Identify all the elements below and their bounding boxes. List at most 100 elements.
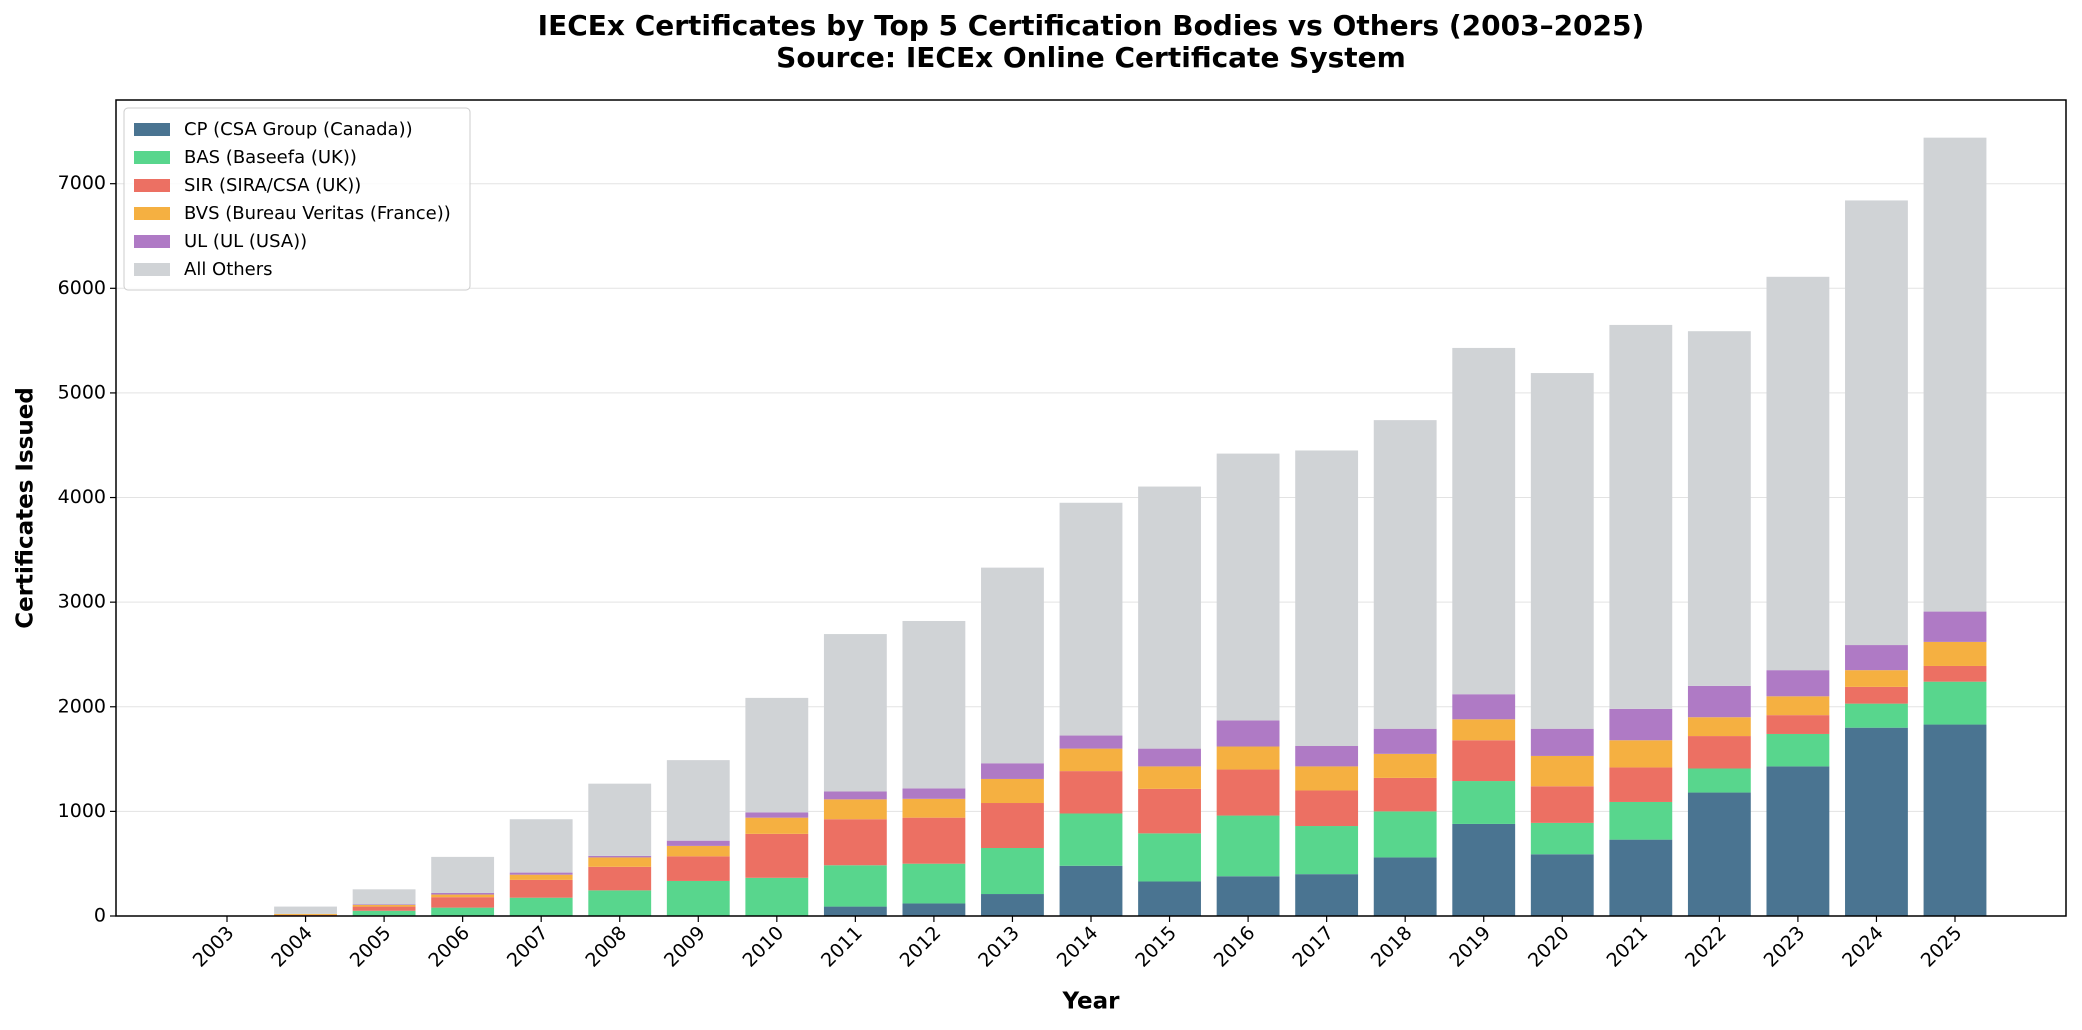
bar-segment bbox=[1216, 815, 1280, 877]
bar-segment bbox=[1530, 854, 1594, 916]
plot-frame bbox=[115, 99, 2067, 917]
bar-segment bbox=[1687, 736, 1751, 769]
x-axis-label: Year bbox=[1061, 989, 1120, 1015]
x-tick-label: 2016 bbox=[1210, 922, 1260, 972]
bar-segment bbox=[1138, 486, 1201, 749]
bar-segment bbox=[745, 877, 809, 916]
x-tick-label: 2022 bbox=[1681, 922, 1731, 972]
bar-segment bbox=[902, 863, 966, 904]
bar-segment bbox=[509, 879, 573, 898]
bar-segment bbox=[1295, 790, 1359, 827]
bar-segment bbox=[1609, 708, 1673, 741]
x-tick-label: 2006 bbox=[424, 922, 474, 972]
bar-segment bbox=[1687, 792, 1751, 916]
bar-segment bbox=[431, 892, 495, 895]
bar-segment bbox=[823, 819, 887, 866]
bar-segment bbox=[1923, 641, 1987, 666]
bar-segment bbox=[1059, 771, 1123, 814]
y-tick-label: 2000 bbox=[58, 695, 106, 717]
chart-title: IECEx Certificates by Top 5 Certificatio… bbox=[538, 9, 1645, 42]
bar-segment bbox=[823, 791, 887, 800]
x-tick-label: 2004 bbox=[267, 922, 317, 972]
bar-segment bbox=[1138, 881, 1201, 916]
bar-segment bbox=[431, 894, 495, 898]
x-tick-label: 2024 bbox=[1838, 922, 1888, 972]
bar-segment bbox=[1059, 735, 1123, 749]
bar-segment bbox=[823, 906, 887, 916]
bar-segment bbox=[274, 914, 337, 916]
bar-segment bbox=[1373, 857, 1437, 916]
x-tick-label: 2008 bbox=[581, 922, 631, 972]
bar-segment bbox=[509, 872, 573, 875]
bar-segment bbox=[509, 874, 573, 880]
legend-label: CP (CSA Group (Canada)) bbox=[184, 119, 413, 140]
x-tick-label: 2025 bbox=[1917, 922, 1967, 972]
bar-segment bbox=[1923, 681, 1987, 725]
bar-segment bbox=[666, 845, 730, 857]
bar-segment bbox=[1138, 748, 1201, 767]
bar-segment bbox=[666, 880, 730, 916]
x-tick-label: 2018 bbox=[1367, 922, 1417, 972]
y-tick-label: 1000 bbox=[58, 800, 106, 822]
bar-segment bbox=[274, 913, 337, 915]
bar-segment bbox=[1845, 670, 1908, 687]
x-tick-label: 2010 bbox=[738, 922, 788, 972]
x-tick-label: 2007 bbox=[503, 922, 553, 972]
bar-segment bbox=[431, 907, 495, 916]
bar-segment bbox=[823, 634, 887, 792]
bar-segment bbox=[902, 620, 966, 789]
y-axis-label: Certificates Issued bbox=[13, 387, 39, 629]
bar-segment bbox=[1687, 685, 1751, 718]
bar-segment bbox=[588, 855, 652, 858]
bar-segment bbox=[588, 857, 652, 867]
bar-segment bbox=[1530, 728, 1594, 756]
x-tick-label: 2014 bbox=[1053, 922, 1103, 972]
bar-segment bbox=[1216, 746, 1280, 770]
x-tick-label: 2019 bbox=[1445, 922, 1495, 972]
bar-segment bbox=[1138, 788, 1201, 834]
bar-segment bbox=[823, 865, 887, 907]
bar-segment bbox=[352, 910, 416, 916]
x-tick-label: 2009 bbox=[660, 922, 710, 972]
bar-segment bbox=[1687, 717, 1751, 737]
x-tick-label: 2020 bbox=[1524, 922, 1574, 972]
bar-segment bbox=[981, 763, 1044, 779]
bar-segment bbox=[1845, 200, 1908, 646]
bar-segment bbox=[1687, 331, 1751, 686]
bar-segment bbox=[1766, 276, 1830, 671]
bar-segment bbox=[352, 906, 416, 911]
y-tick-label: 6000 bbox=[58, 277, 106, 299]
bar-segment bbox=[1845, 703, 1908, 728]
bar-segment bbox=[1845, 686, 1908, 704]
y-tick-label: 4000 bbox=[58, 486, 106, 508]
bar-segment bbox=[1923, 665, 1987, 682]
bar-segment bbox=[1766, 733, 1830, 767]
bar-segment bbox=[1452, 347, 1516, 695]
legend-label: BAS (Baseefa (UK)) bbox=[184, 147, 357, 168]
legend-swatch bbox=[134, 263, 170, 276]
bar-segment bbox=[1609, 740, 1673, 768]
x-tick-label: 2005 bbox=[346, 922, 396, 972]
bar-segment bbox=[1530, 786, 1594, 823]
bar-segment bbox=[1216, 769, 1280, 816]
bar-segment bbox=[902, 817, 966, 864]
x-tick-label: 2017 bbox=[1288, 922, 1338, 972]
x-tick-label: 2012 bbox=[896, 922, 946, 972]
bar-segment bbox=[1295, 874, 1359, 916]
bar-segment bbox=[981, 567, 1044, 764]
bar-segment bbox=[1609, 767, 1673, 802]
bar-segment bbox=[1373, 811, 1437, 858]
bar-segment bbox=[745, 817, 809, 834]
bar-segment bbox=[1216, 720, 1280, 747]
bar-segment bbox=[1845, 727, 1908, 916]
bar-segment bbox=[666, 760, 730, 841]
legend-label: BVS (Bureau Veritas (France)) bbox=[184, 203, 451, 224]
bar-segment bbox=[1452, 740, 1516, 782]
bar-segment bbox=[745, 697, 809, 813]
y-tick-label: 7000 bbox=[58, 172, 106, 194]
bar-segment bbox=[981, 848, 1044, 895]
bar-segment bbox=[1295, 826, 1359, 875]
bar-segment bbox=[666, 840, 730, 846]
